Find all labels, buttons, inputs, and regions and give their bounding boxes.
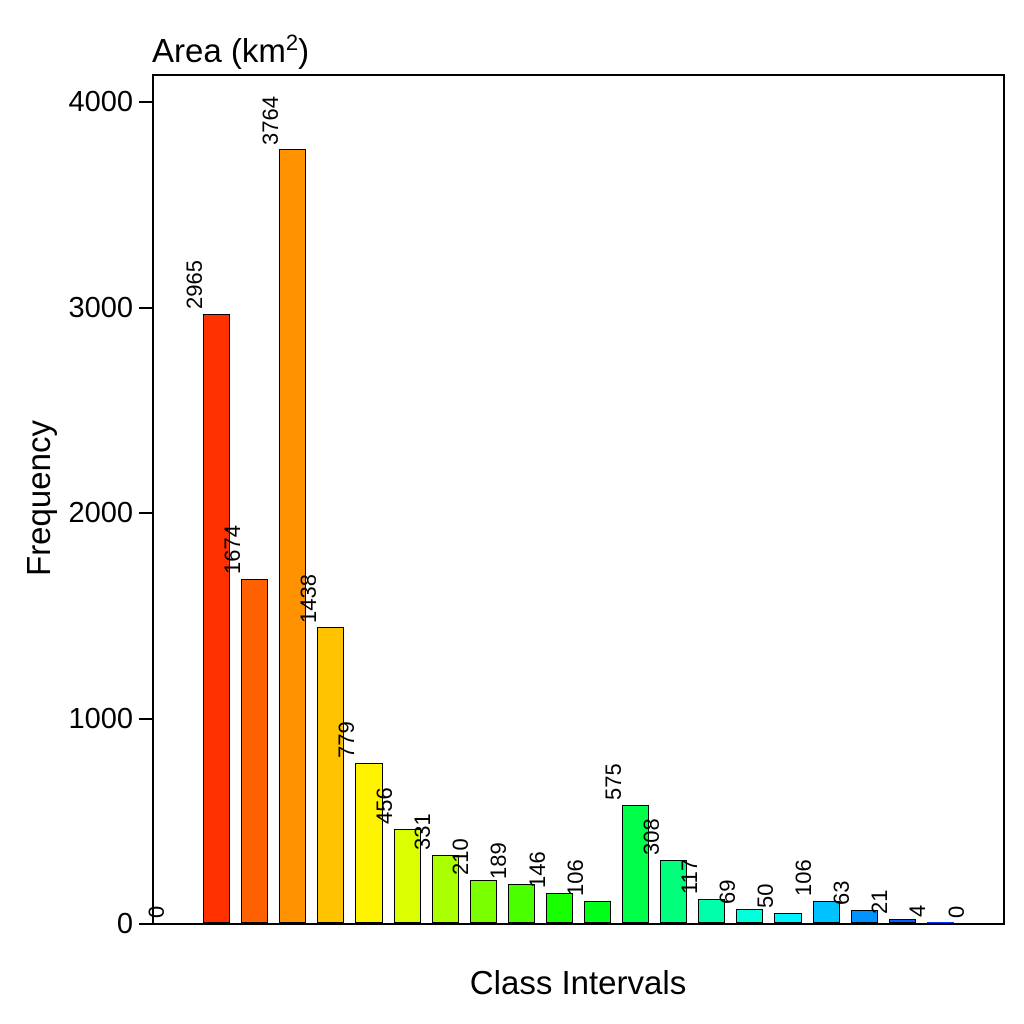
y-tick-label: 0 xyxy=(116,908,133,940)
y-tick-label: 2000 xyxy=(68,497,133,529)
bar-value-label: 189 xyxy=(486,842,512,880)
chart-title-superscript: 2 xyxy=(285,30,299,55)
chart-title-close: ) xyxy=(298,32,310,69)
bar-value-label: 575 xyxy=(600,763,626,800)
bar xyxy=(393,829,421,923)
y-tick-mark xyxy=(139,101,152,103)
x-axis-title: Class Intervals xyxy=(469,964,687,1001)
bar xyxy=(241,579,269,923)
bar-value-label: 4 xyxy=(905,904,931,918)
bar xyxy=(926,922,954,923)
bar xyxy=(355,763,383,923)
bar xyxy=(698,899,726,923)
bar-value-label: 308 xyxy=(638,817,664,855)
bar xyxy=(888,919,916,923)
bar xyxy=(545,893,573,923)
bar xyxy=(660,860,688,923)
bar-value-label: 69 xyxy=(714,879,740,904)
bar-value-label: 456 xyxy=(372,787,398,825)
bar-value-label: 1438 xyxy=(295,573,321,623)
bar-value-label: 106 xyxy=(791,859,817,897)
bar xyxy=(850,910,878,923)
bar-value-label: 1674 xyxy=(219,525,245,574)
y-tick-label: 4000 xyxy=(68,86,133,118)
chart-title: Area (km2) xyxy=(152,24,309,70)
bar xyxy=(583,901,612,923)
bar xyxy=(279,149,307,923)
bar-value-label: 106 xyxy=(562,859,588,897)
y-tick-label: 1000 xyxy=(68,702,133,735)
bar xyxy=(622,805,650,923)
bar-value-label: 21 xyxy=(867,889,893,914)
bar-value-label: 779 xyxy=(334,721,359,758)
bar-value-label: 3764 xyxy=(257,95,283,145)
bar xyxy=(203,314,231,923)
y-tick-mark xyxy=(139,306,152,309)
y-tick-label: 3000 xyxy=(68,291,133,324)
bar-value-label: 63 xyxy=(829,880,855,906)
bar xyxy=(317,627,345,923)
chart-title-text: Area (km xyxy=(152,32,286,69)
bar-value-label: 0 xyxy=(143,905,169,918)
bar-value-label: 117 xyxy=(676,858,702,894)
bar-value-label: 50 xyxy=(753,883,778,908)
bar-value-label: 0 xyxy=(943,905,969,918)
bar-value-label: 2965 xyxy=(181,259,207,309)
plot-area: 0 2965 1674 3764 1438 779 456 331 210 189 146 106 57… xyxy=(144,74,1005,925)
bar-value-label: 210 xyxy=(448,838,474,875)
bar-value-label: 331 xyxy=(410,813,436,850)
bar xyxy=(812,901,840,923)
y-tick-mark xyxy=(139,512,152,514)
bar xyxy=(774,913,802,923)
bar-value-label: 146 xyxy=(524,851,550,888)
bar xyxy=(507,884,535,923)
y-tick-mark xyxy=(139,923,152,925)
bar xyxy=(431,855,459,923)
bar xyxy=(469,880,497,923)
bar xyxy=(736,909,764,923)
y-tick-mark xyxy=(139,717,152,720)
